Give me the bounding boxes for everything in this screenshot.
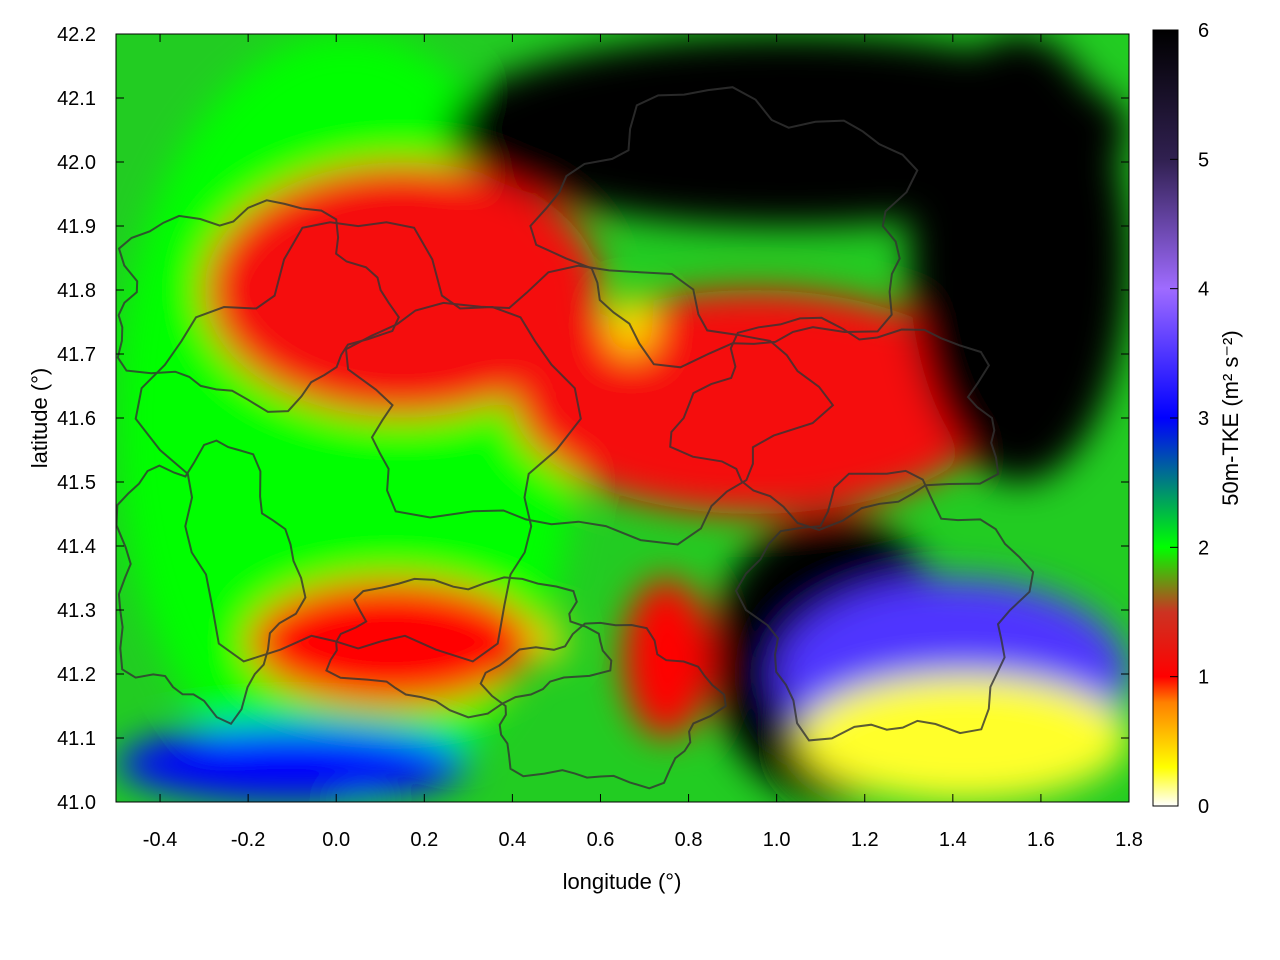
contour-line: [529, 86, 919, 369]
y-tick-label: 41.4: [57, 536, 96, 558]
heatmap-field: [116, 34, 1129, 802]
x-tick-label: 1.8: [1115, 829, 1143, 851]
x-tick-label: -0.2: [231, 829, 265, 851]
x-tick-label: 1.6: [1027, 829, 1055, 851]
colorbar-tick-label: 2: [1198, 537, 1209, 559]
colorbar-tick-label: 6: [1198, 20, 1209, 42]
y-tick-label: 41.0: [57, 792, 96, 814]
y-tick-label: 41.6: [57, 408, 96, 430]
colorbar-tick-label: 5: [1198, 149, 1209, 171]
contour-line: [734, 469, 1035, 742]
y-tick-label: 41.5: [57, 472, 96, 494]
heatmap-regions: [116, 34, 1129, 802]
heatmap-region: [622, 578, 711, 738]
contour-line: [325, 576, 613, 719]
heatmap-region: [609, 296, 654, 355]
y-axis-label: latitude (°): [27, 368, 52, 469]
x-tick-label: 1.2: [851, 829, 879, 851]
x-tick-label: 1.0: [763, 829, 791, 851]
y-tick-label: 42.1: [57, 88, 96, 110]
y-tick-label: 42.2: [57, 24, 96, 46]
terrain-contours: [116, 86, 1035, 790]
heatmap-region: [116, 725, 469, 802]
y-axis-ticks: 41.0 41.1 41.2 41.3 41.4 41.5 41.6 41.7 41.8 41.9…: [57, 24, 1129, 814]
contour-line: [669, 316, 1000, 531]
heatmap-region: [204, 162, 601, 418]
x-tick-label: 0.0: [322, 829, 350, 851]
colorbar-ticks: 0 1 2 3 4 5 6: [1170, 20, 1209, 818]
heatmap-region: [908, 34, 1129, 482]
y-tick-label: 41.3: [57, 600, 96, 622]
colorbar-label: 50m-TKE (m² s⁻²): [1218, 330, 1243, 505]
y-tick-label: 41.1: [57, 728, 96, 750]
x-axis-label: longitude (°): [563, 869, 682, 894]
colorbar-tick-label: 0: [1198, 796, 1209, 818]
colorbar: 0 1 2 3 4 5 6 50m-TKE (m² s⁻²): [1152, 20, 1243, 818]
y-tick-label: 42.0: [57, 152, 96, 174]
y-tick-label: 41.8: [57, 280, 96, 302]
x-tick-label: 0.6: [587, 829, 615, 851]
heatmap-region: [530, 622, 566, 662]
x-tick-label: 1.4: [939, 829, 967, 851]
x-tick-label: -0.4: [143, 829, 177, 851]
heatmap-region: [248, 578, 535, 706]
y-tick-label: 41.7: [57, 344, 96, 366]
y-tick-label: 41.9: [57, 216, 96, 238]
heatmap-region: [798, 674, 1129, 802]
colorbar-tick-label: 3: [1198, 408, 1209, 430]
x-tick-label: 0.8: [675, 829, 703, 851]
contour-line: [134, 221, 582, 663]
x-axis-ticks: -0.4 -0.2 0.0 0.2 0.4 0.6 0.8 1.0 1.2 1.4 1.6 1.8: [143, 34, 1143, 851]
contour-line: [344, 264, 835, 546]
x-tick-label: 0.2: [410, 829, 438, 851]
contour-line: [116, 439, 307, 726]
colorbar-tick-label: 1: [1198, 667, 1209, 689]
contour-line: [116, 199, 400, 413]
x-tick-label: 0.4: [498, 829, 526, 851]
contour-line: [479, 621, 727, 790]
colorbar-tick-label: 4: [1198, 279, 1209, 301]
y-tick-label: 41.2: [57, 664, 96, 686]
